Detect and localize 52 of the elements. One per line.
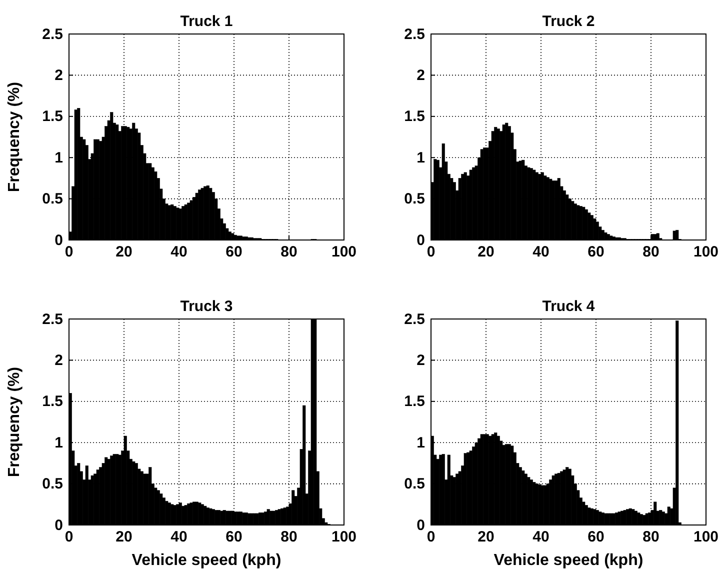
y-tick-label: 2.5: [404, 26, 425, 43]
x-tick-label: 60: [226, 244, 242, 261]
y-tick-label: 2: [54, 67, 63, 84]
x-tick-label: 60: [588, 528, 604, 546]
y-tick-label: 1: [54, 434, 63, 452]
x-tick-label: 100: [693, 528, 719, 546]
x-tick-label: 80: [642, 528, 660, 546]
x-tick-label: 40: [170, 528, 188, 546]
y-axis-title: Frequency (%): [6, 366, 23, 478]
y-tick-label: 0: [54, 516, 63, 534]
y-tick-label: 2: [54, 352, 63, 369]
x-tick-label: 20: [116, 244, 132, 261]
y-tick-label: 0: [54, 232, 63, 249]
x-tick-label: 60: [226, 528, 242, 546]
y-tick-label: 0.5: [404, 190, 425, 208]
y-axis-title: Frequency (%): [6, 82, 23, 192]
x-tick-label: 80: [280, 244, 298, 261]
x-tick-label: 100: [331, 244, 357, 261]
y-tick-label: 0.5: [404, 476, 425, 493]
y-tick-label: 2: [416, 67, 425, 84]
x-axis-title: Vehicle speed (kph): [132, 552, 282, 569]
x-tick-label: 20: [478, 528, 494, 546]
chart-title: Truck 1: [180, 13, 233, 30]
y-tick-label: 0.5: [42, 476, 63, 493]
x-tick-label: 40: [170, 244, 188, 261]
x-tick-label: 20: [478, 244, 494, 261]
x-axis-title: Vehicle speed (kph): [494, 552, 644, 569]
y-tick-label: 2.5: [404, 310, 425, 328]
x-tick-label: 40: [532, 528, 550, 546]
y-tick-label: 2.5: [42, 310, 63, 328]
y-tick-label: 0: [416, 516, 425, 534]
y-tick-label: 0: [416, 232, 425, 249]
x-tick-label: 80: [642, 244, 660, 261]
y-tick-label: 1.5: [404, 393, 425, 410]
y-tick-label: 1: [54, 149, 63, 166]
chart-title: Truck 2: [542, 13, 595, 30]
x-tick-label: 100: [693, 244, 719, 261]
y-tick-label: 0.5: [42, 190, 63, 208]
x-tick-label: 40: [532, 244, 550, 261]
x-tick-label: 60: [588, 244, 604, 261]
y-tick-label: 1.5: [42, 393, 63, 410]
y-tick-label: 1: [416, 149, 425, 166]
chart-title: Truck 3: [180, 298, 233, 315]
y-tick-label: 2: [416, 352, 425, 369]
x-tick-label: 100: [331, 528, 357, 546]
x-tick-label: 80: [280, 528, 298, 546]
y-tick-label: 2.5: [42, 26, 63, 43]
x-tick-label: 20: [116, 528, 132, 546]
y-tick-label: 1: [416, 434, 425, 452]
chart-title: Truck 4: [542, 298, 596, 315]
y-tick-label: 1.5: [42, 108, 63, 126]
y-tick-label: 1.5: [404, 108, 425, 126]
